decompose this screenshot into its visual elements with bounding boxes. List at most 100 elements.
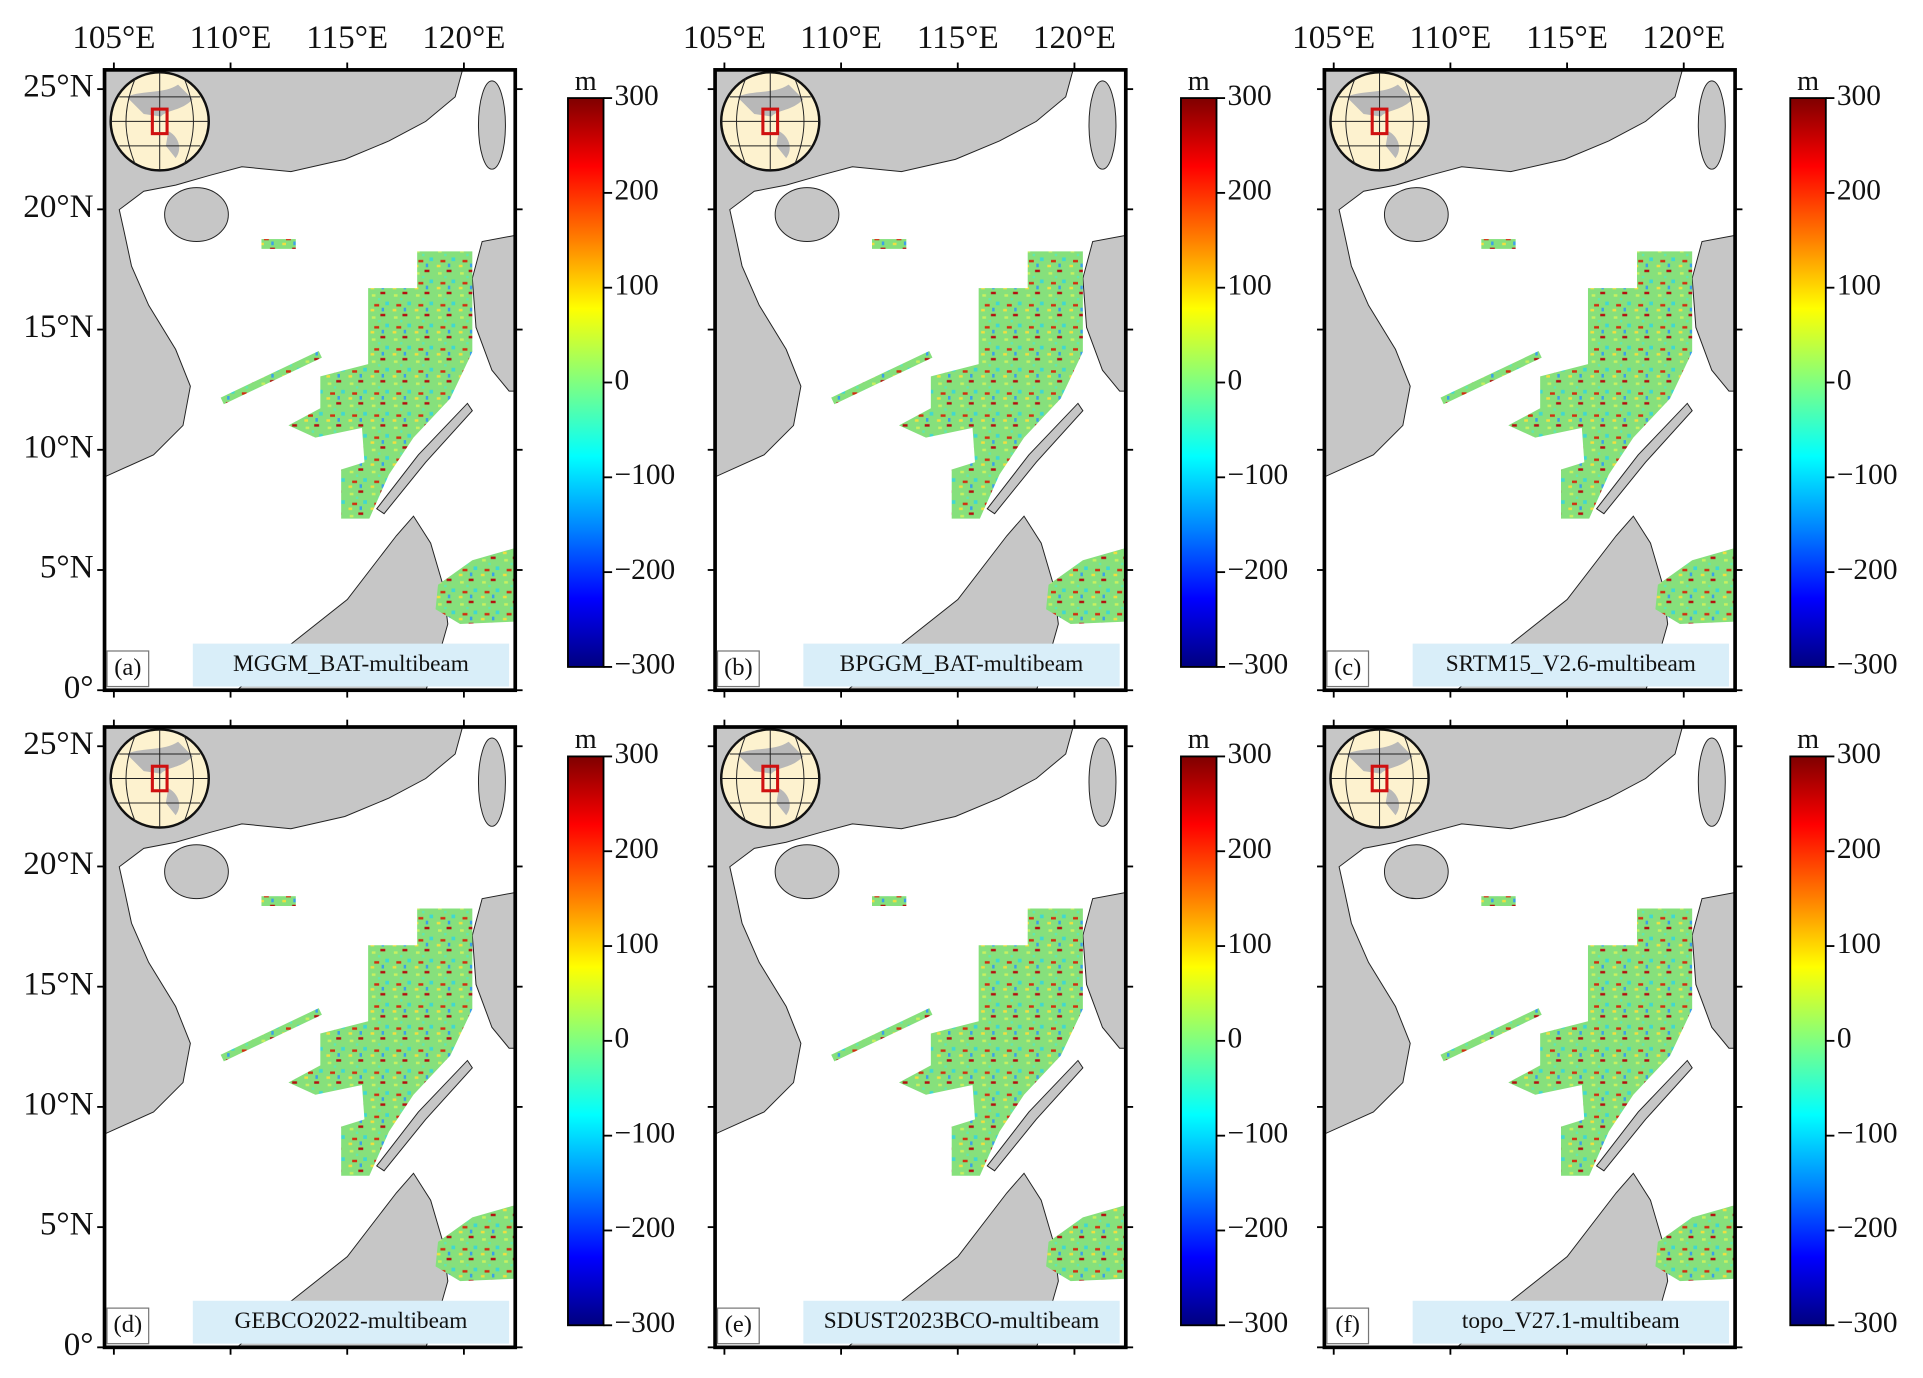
colorbar-tick-label: −200 [1837,1212,1898,1244]
colorbar-tick-label: 200 [615,833,659,865]
colorbar [567,97,605,668]
colorbar-tick-label: −100 [1228,1117,1289,1149]
colorbar-unit: m [1797,66,1819,97]
inset-globe [1328,70,1431,172]
map-frame [1322,725,1737,1350]
colorbar-tick-label: −200 [1228,554,1289,586]
colorbar-unit: m [1797,724,1819,755]
y-tick-label: 25°N [23,726,93,762]
panel-label-box [1326,650,1370,688]
colorbar-tick-label: 100 [1837,269,1881,301]
panel-title: SRTM15_V2.6-multibeam [1446,651,1696,677]
map-frame [713,68,1128,693]
colorbar-unit: m [575,724,597,755]
colorbar-tick-label: 0 [615,364,630,396]
colorbar-tick-label: −300 [615,1307,676,1339]
panel-label-box [106,1307,150,1345]
x-tick-label: 115°E [306,20,388,56]
colorbar-tick-label: 100 [1228,928,1272,960]
colorbar-tick-label: 100 [1837,928,1881,960]
map-frame [713,725,1128,1350]
y-tick-label: 10°N [23,1087,93,1123]
panel-title-box [1412,643,1729,687]
panel-label: (e) [725,1311,752,1338]
colorbar-tick-label: −300 [1837,1307,1898,1339]
panel-title: BPGGM_BAT-multibeam [840,651,1084,677]
colorbar-tick-label: −300 [1228,649,1289,681]
panel-title-box [803,1300,1120,1344]
panel-label-box [106,650,150,688]
colorbar-tick-label: 100 [615,269,659,301]
inset-globe [109,70,211,172]
y-tick-label: 15°N [23,966,93,1002]
y-tick-label: 25°N [23,69,93,105]
map-frame [1322,68,1737,693]
y-tick-label: 20°N [23,189,93,225]
panel-title: GEBCO2022-multibeam [235,1308,468,1334]
panel-title: topo_V27.1-multibeam [1462,1308,1680,1334]
colorbar-tick-label: −300 [615,649,676,681]
colorbar-tick-label: −300 [1837,649,1898,681]
colorbar-tick-label: 100 [1228,269,1272,301]
y-tick-label: 5°N [40,550,94,586]
panel-label: (c) [1334,654,1361,681]
colorbar [1180,97,1218,668]
x-tick-label: 110°E [800,20,882,56]
y-tick-label: 15°N [23,309,93,345]
colorbar [567,755,605,1327]
panel-label: (f) [1335,1311,1359,1338]
x-tick-label: 105°E [72,20,155,56]
y-tick-label: 10°N [23,429,93,465]
colorbar-tick-label: −100 [1228,459,1289,491]
colorbar-tick-label: 300 [1228,80,1272,112]
colorbar-tick-label: 300 [1837,738,1881,770]
x-tick-label: 120°E [422,20,505,56]
panel-label-box [716,1307,760,1345]
x-tick-label: 120°E [1033,20,1116,56]
colorbar-tick-label: 200 [1837,833,1881,865]
colorbar-tick-label: −200 [615,1212,676,1244]
colorbar-unit: m [575,66,597,97]
colorbar-tick-label: 200 [1228,833,1272,865]
inset-globe [719,727,821,830]
panel-label: (a) [114,654,141,681]
x-tick-label: 110°E [190,20,272,56]
colorbar-tick-label: −200 [1837,554,1898,586]
colorbar-tick-label: 0 [1837,364,1852,396]
panel-label: (d) [114,1311,143,1338]
colorbar-tick-label: −200 [615,554,676,586]
colorbar-tick-label: −300 [1228,1307,1289,1339]
panel-title-box [1412,1300,1729,1344]
colorbar-tick-label: 0 [1228,1023,1243,1055]
colorbar-tick-label: 200 [1837,175,1881,207]
colorbar-tick-label: 300 [1228,738,1272,770]
colorbar-tick-label: −100 [615,459,676,491]
colorbar [1789,755,1827,1327]
x-tick-label: 115°E [917,20,999,56]
colorbar [1180,755,1218,1327]
x-tick-label: 105°E [1292,20,1375,56]
colorbar-tick-label: 0 [1228,364,1243,396]
panel-title-box [192,1300,510,1344]
colorbar-tick-label: −100 [1837,1117,1898,1149]
y-tick-label: 20°N [23,846,93,882]
colorbar-tick-label: 200 [1228,175,1272,207]
colorbar-tick-label: −100 [1837,459,1898,491]
inset-globe [109,727,211,830]
colorbar-tick-label: 100 [615,928,659,960]
colorbar-unit: m [1188,66,1210,97]
inset-globe [1328,727,1431,830]
panel-title-box [192,643,510,687]
panel-title-box [803,643,1120,687]
x-tick-label: 110°E [1409,20,1491,56]
colorbar-tick-label: 300 [615,738,659,770]
inset-globe [719,70,821,172]
panel-label-box [716,650,760,688]
colorbar-tick-label: 0 [615,1023,630,1055]
panel-title: SDUST2023BCO-multibeam [824,1308,1100,1334]
x-tick-label: 115°E [1526,20,1608,56]
x-tick-label: 120°E [1642,20,1725,56]
colorbar-tick-label: 300 [615,80,659,112]
